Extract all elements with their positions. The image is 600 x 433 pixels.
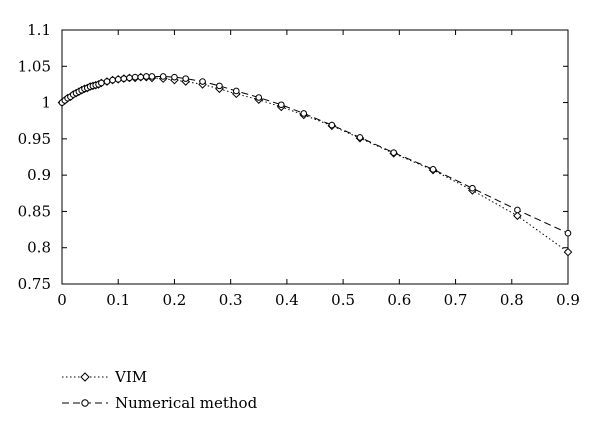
legend: VIM Numerical method (62, 368, 258, 412)
plot-frame (61, 29, 569, 285)
x-tick-label: 0.7 (444, 291, 468, 309)
y-tick-label: 1 (41, 94, 51, 112)
data-point-vim (513, 211, 522, 221)
data-point-numerical-method (182, 75, 189, 82)
y-tick-label: 0.8 (27, 239, 51, 257)
data-point-numerical-method (148, 73, 156, 80)
data-point-numerical-method (137, 73, 145, 81)
legend-entry-numerical-method: Numerical method (62, 394, 258, 412)
data-point-numerical-method (143, 73, 150, 80)
data-point-numerical-method (109, 76, 116, 84)
x-axis: 0 0.1 0.2 0.3 0.4 0.5 0.6 0.7 0.8 0.9 (57, 30, 580, 309)
data-point-numerical-method (514, 206, 521, 214)
series-line-vim (61, 76, 569, 253)
data-point-numerical-method (469, 184, 476, 192)
data-point-numerical-method (171, 73, 178, 81)
data-point-numerical-method (328, 121, 336, 129)
data-point-numerical-method (356, 134, 364, 141)
x-tick-label: 0.8 (500, 291, 524, 309)
x-tick-label: 0.3 (219, 291, 243, 309)
series-layer (57, 72, 573, 257)
x-tick-label: 0.9 (556, 291, 580, 309)
data-point-numerical-method (126, 74, 133, 82)
series-vim (57, 72, 573, 257)
y-tick-label: 0.75 (18, 275, 51, 293)
x-tick-label: 0.5 (331, 291, 355, 309)
data-point-numerical-method (98, 79, 105, 87)
data-point-numerical-method (120, 75, 128, 82)
data-point-numerical-method (159, 73, 167, 80)
legend-marker-vim (80, 372, 90, 382)
legend-label-numerical-method: Numerical method (115, 394, 258, 412)
x-tick-label: 0.1 (106, 291, 130, 309)
y-tick-label: 0.9 (27, 166, 51, 184)
data-point-numerical-method (429, 166, 437, 173)
x-tick-label: 0.2 (163, 291, 187, 309)
y-tick-label: 0.85 (18, 202, 51, 220)
legend-entry-vim: VIM (62, 368, 147, 386)
data-point-numerical-method (390, 149, 398, 156)
data-point-numerical-method (114, 76, 122, 83)
data-point-numerical-method (300, 110, 308, 117)
data-point-numerical-method (564, 229, 572, 237)
data-point-vim (563, 247, 573, 257)
data-point-numerical-method (103, 78, 111, 85)
x-tick-label: 0 (57, 291, 67, 309)
data-point-numerical-method (199, 78, 206, 85)
y-axis: 0.75 0.8 0.85 0.9 0.95 1 1.05 1.1 (18, 21, 568, 293)
y-tick-label: 0.95 (18, 130, 51, 148)
series-numerical-method (58, 73, 572, 237)
legend-label-vim: VIM (114, 368, 147, 386)
data-point-numerical-method (277, 101, 285, 109)
data-point-numerical-method (216, 82, 223, 90)
data-point-numerical-method (255, 94, 263, 101)
plot-area-border (61, 29, 569, 285)
y-tick-label: 1.05 (18, 57, 51, 75)
data-point-numerical-method (232, 87, 240, 95)
x-tick-label: 0.6 (387, 291, 411, 309)
y-tick-label: 1.1 (27, 21, 51, 39)
x-tick-label: 0.4 (275, 291, 299, 309)
series-line-numerical-method (61, 75, 569, 234)
legend-marker-numerical-method (81, 399, 89, 407)
data-point-numerical-method (131, 73, 139, 81)
